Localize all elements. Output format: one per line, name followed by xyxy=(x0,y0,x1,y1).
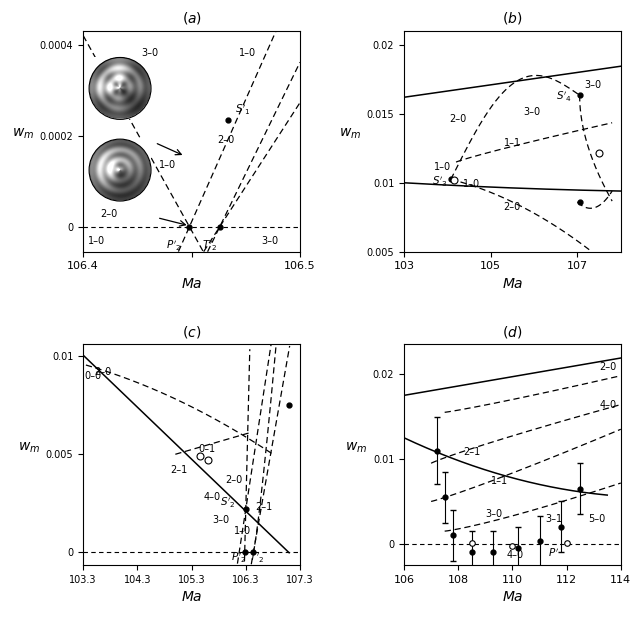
Text: 3–0: 3–0 xyxy=(212,515,229,525)
Y-axis label: $w_m$: $w_m$ xyxy=(18,440,40,455)
Text: 2–0: 2–0 xyxy=(94,367,111,377)
Text: 3–0: 3–0 xyxy=(485,509,502,519)
Text: 2–0: 2–0 xyxy=(218,135,235,145)
Text: 3–0: 3–0 xyxy=(584,79,601,89)
Text: $T'_2$: $T'_2$ xyxy=(249,551,264,565)
Text: $P'_2$: $P'_2$ xyxy=(166,239,181,253)
Text: 5–0: 5–0 xyxy=(588,514,605,524)
Text: 4–0: 4–0 xyxy=(204,492,221,502)
Text: $T'_2$: $T'_2$ xyxy=(202,239,218,253)
Title: $(a)$: $(a)$ xyxy=(182,10,202,26)
Text: 1–0: 1–0 xyxy=(239,48,257,58)
Text: 1–1: 1–1 xyxy=(491,476,508,486)
Text: $P'_2$: $P'_2$ xyxy=(230,551,246,565)
Text: 2–0: 2–0 xyxy=(449,114,467,124)
Text: 0–1: 0–1 xyxy=(198,444,215,455)
Text: 4–0: 4–0 xyxy=(599,400,616,410)
Title: $(b)$: $(b)$ xyxy=(502,10,523,26)
Y-axis label: $w_m$: $w_m$ xyxy=(12,127,34,142)
Text: 3–0: 3–0 xyxy=(141,48,159,58)
Text: 3–0: 3–0 xyxy=(524,107,540,117)
Text: 2–0: 2–0 xyxy=(100,209,118,219)
Text: 4–0: 4–0 xyxy=(507,550,524,560)
Title: $(c)$: $(c)$ xyxy=(182,324,201,340)
Text: 3–1: 3–1 xyxy=(545,514,562,524)
Text: 1–0: 1–0 xyxy=(159,160,176,170)
Text: 2–1: 2–1 xyxy=(255,502,273,512)
Y-axis label: $w_m$: $w_m$ xyxy=(339,127,361,142)
Text: $S'_2$: $S'_2$ xyxy=(220,496,236,510)
Text: 3–0: 3–0 xyxy=(261,236,278,246)
Text: 1–0: 1–0 xyxy=(234,526,251,536)
Text: $S'_1$: $S'_1$ xyxy=(235,102,251,117)
Text: 2–0: 2–0 xyxy=(225,474,243,485)
X-axis label: $Ma$: $Ma$ xyxy=(502,277,523,291)
Text: 2–1: 2–1 xyxy=(170,465,187,475)
Text: $S'_4$: $S'_4$ xyxy=(556,89,572,104)
Text: 1–0: 1–0 xyxy=(463,179,479,189)
Text: 2–0: 2–0 xyxy=(599,362,616,372)
Text: 0–0: 0–0 xyxy=(84,371,101,381)
Text: 1–0: 1–0 xyxy=(88,236,105,246)
Title: $(d)$: $(d)$ xyxy=(502,324,523,340)
Text: 2–1: 2–1 xyxy=(463,446,481,457)
Text: $S'_3$: $S'_3$ xyxy=(432,175,448,189)
Text: 2–0: 2–0 xyxy=(504,202,521,212)
X-axis label: $Ma$: $Ma$ xyxy=(502,591,523,604)
Text: 1–0: 1–0 xyxy=(435,162,451,173)
Y-axis label: $w_m$: $w_m$ xyxy=(345,440,367,455)
X-axis label: $Ma$: $Ma$ xyxy=(181,277,202,291)
Text: 1–1: 1–1 xyxy=(504,138,521,148)
Text: $P'$: $P'$ xyxy=(548,546,559,559)
X-axis label: $Ma$: $Ma$ xyxy=(181,591,202,604)
